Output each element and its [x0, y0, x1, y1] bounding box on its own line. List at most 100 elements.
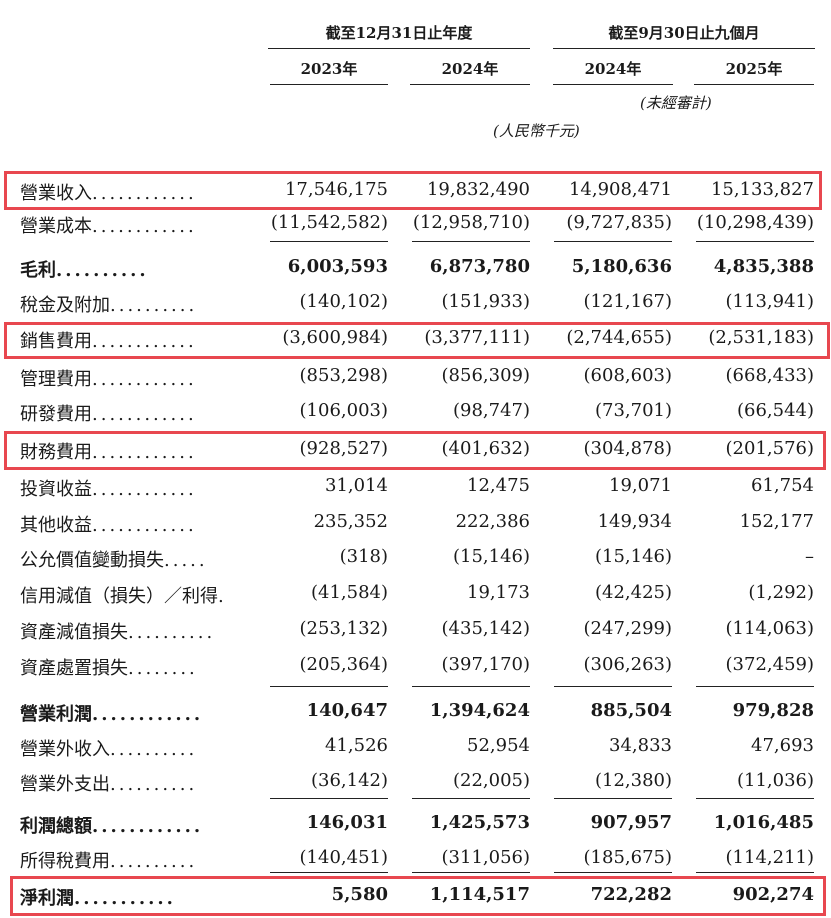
cell-value: (22,005) — [452, 770, 530, 791]
cell-value: (3,377,111) — [424, 327, 530, 348]
cell-value: 4,835,388 — [713, 256, 814, 277]
row-label: 資產減值損失.......... — [20, 618, 215, 644]
row-label: 利潤總額............ — [20, 812, 203, 838]
cell-value: (9,727,835) — [566, 212, 672, 233]
cell-value: (205,364) — [299, 654, 388, 675]
cell-value: 902,274 — [732, 884, 814, 905]
leader-dots: ............ — [92, 442, 197, 463]
cell-value: 146,031 — [306, 812, 388, 833]
row-label: 營業收入............ — [20, 179, 197, 205]
header-year-2025: 2025年 — [694, 58, 814, 85]
row-label: 研發費用............ — [20, 400, 197, 426]
cell-value: (401,632) — [441, 438, 530, 459]
table-row: 資產處置損失........ (205,364) (397,170) (306,263… — [0, 650, 831, 684]
cell-value: 14,908,471 — [568, 179, 672, 200]
cell-value: 1,425,573 — [429, 812, 530, 833]
leader-dots: .......... — [128, 622, 216, 643]
cell-value: (73,701) — [594, 400, 672, 421]
cell-value: (66,544) — [736, 400, 814, 421]
row-label: 財務費用............ — [20, 438, 197, 464]
row-label-text: 稅金及附加 — [20, 295, 110, 316]
row-label: 所得稅費用.......... — [20, 847, 197, 873]
cell-value: 41,526 — [325, 735, 388, 756]
currency-note: (人民幣千元) — [493, 122, 580, 140]
table-row: 信用減值（損失）／利得. (41,584) 19,173 (42,425) (1,292… — [0, 578, 831, 612]
row-label-text: 營業成本 — [20, 216, 92, 237]
table-row: 資產減值損失.......... (253,132) (435,142) (247,2… — [0, 614, 831, 648]
leader-dots: ............ — [92, 479, 197, 500]
row-label: 營業成本............ — [20, 212, 197, 238]
leader-dots: . — [218, 586, 227, 607]
cell-value: (114,211) — [725, 847, 814, 868]
table-row: 銷售費用............ (3,600,984) (3,377,111) (2… — [0, 323, 831, 357]
row-label-text: 資產處置損失 — [20, 658, 128, 679]
row-label: 毛利.......... — [20, 256, 149, 282]
row-label: 投資收益............ — [20, 475, 197, 501]
row-label-text: 淨利潤 — [20, 888, 74, 909]
leader-dots: .......... — [110, 739, 198, 760]
table-row: 公允價值變動損失..... (318) (15,146) (15,146) – — [0, 542, 831, 576]
cell-value: (853,298) — [299, 365, 388, 386]
row-label: 營業外收入.......... — [20, 735, 197, 761]
cell-value: 907,957 — [590, 812, 672, 833]
row-label: 營業外支出.......... — [20, 770, 197, 796]
row-label-text: 管理費用 — [20, 369, 92, 390]
leader-dots: .......... — [56, 260, 149, 281]
cell-value: (140,102) — [299, 291, 388, 312]
row-label: 銷售費用............ — [20, 327, 197, 353]
cell-value: (311,056) — [441, 847, 530, 868]
cell-value: (372,459) — [725, 654, 814, 675]
leader-dots: .......... — [110, 295, 198, 316]
table-row: 研發費用............ (106,003) (98,747) (73,701… — [0, 396, 831, 430]
cell-value: (397,170) — [441, 654, 530, 675]
highlight-box-net-profit — [10, 876, 826, 916]
leader-dots: ............ — [92, 704, 204, 725]
highlight-box-revenue — [4, 171, 822, 210]
cell-value: 47,693 — [751, 735, 814, 756]
cell-value: (2,744,655) — [566, 327, 672, 348]
cell-value: (113,941) — [725, 291, 814, 312]
cell-value: 6,003,593 — [287, 256, 388, 277]
cell-value: 19,832,490 — [426, 179, 530, 200]
highlight-box-finance-expenses — [4, 431, 826, 470]
cell-value: 5,580 — [331, 884, 388, 905]
cell-value: (928,527) — [299, 438, 388, 459]
leader-dots: ........... — [74, 888, 176, 909]
table-row: 其他收益............ 235,352 222,386 149,934 152… — [0, 507, 831, 541]
cell-value: 722,282 — [590, 884, 672, 905]
table-row: 投資收益............ 31,014 12,475 19,071 61,754 — [0, 471, 831, 505]
cell-value: (185,675) — [583, 847, 672, 868]
cell-value: 12,475 — [467, 475, 530, 496]
header-year-2024-a: 2024年 — [410, 58, 530, 85]
table-row: 營業成本............ (11,542,582) (12,958,710)… — [0, 208, 831, 242]
cell-value: 149,934 — [597, 511, 672, 532]
row-label: 其他收益............ — [20, 511, 197, 537]
cell-value: 17,546,175 — [284, 179, 388, 200]
cell-value: (106,003) — [299, 400, 388, 421]
cell-value: (121,167) — [583, 291, 672, 312]
leader-dots: ............ — [92, 816, 204, 837]
row-label-text: 營業利潤 — [20, 704, 92, 725]
cell-value: (15,146) — [594, 546, 672, 567]
row-label-text: 研發費用 — [20, 404, 92, 425]
cell-value: (151,933) — [441, 291, 530, 312]
leader-dots: ............ — [92, 369, 197, 390]
row-label-text: 財務費用 — [20, 442, 92, 463]
cell-value: (608,603) — [583, 365, 672, 386]
header-year-2024-b: 2024年 — [553, 58, 673, 85]
cell-value: 235,352 — [313, 511, 388, 532]
row-label: 資產處置損失........ — [20, 654, 198, 680]
row-label: 營業利潤............ — [20, 700, 203, 726]
cell-value: (11,036) — [736, 770, 814, 791]
cell-value: (304,878) — [583, 438, 672, 459]
cell-value: 152,177 — [739, 511, 814, 532]
row-label-text: 所得稅費用 — [20, 851, 110, 872]
cell-value: (98,747) — [452, 400, 530, 421]
row-label: 管理費用............ — [20, 365, 197, 391]
table-row: 管理費用............ (853,298) (856,309) (608,6… — [0, 361, 831, 395]
row-label-text: 營業外收入 — [20, 739, 110, 760]
cell-value: (306,263) — [583, 654, 672, 675]
leader-dots: .......... — [110, 851, 198, 872]
header-year-2023: 2023年 — [270, 58, 388, 85]
table-row: 淨利潤........... 5,580 1,114,517 722,282 902,2… — [0, 880, 831, 914]
